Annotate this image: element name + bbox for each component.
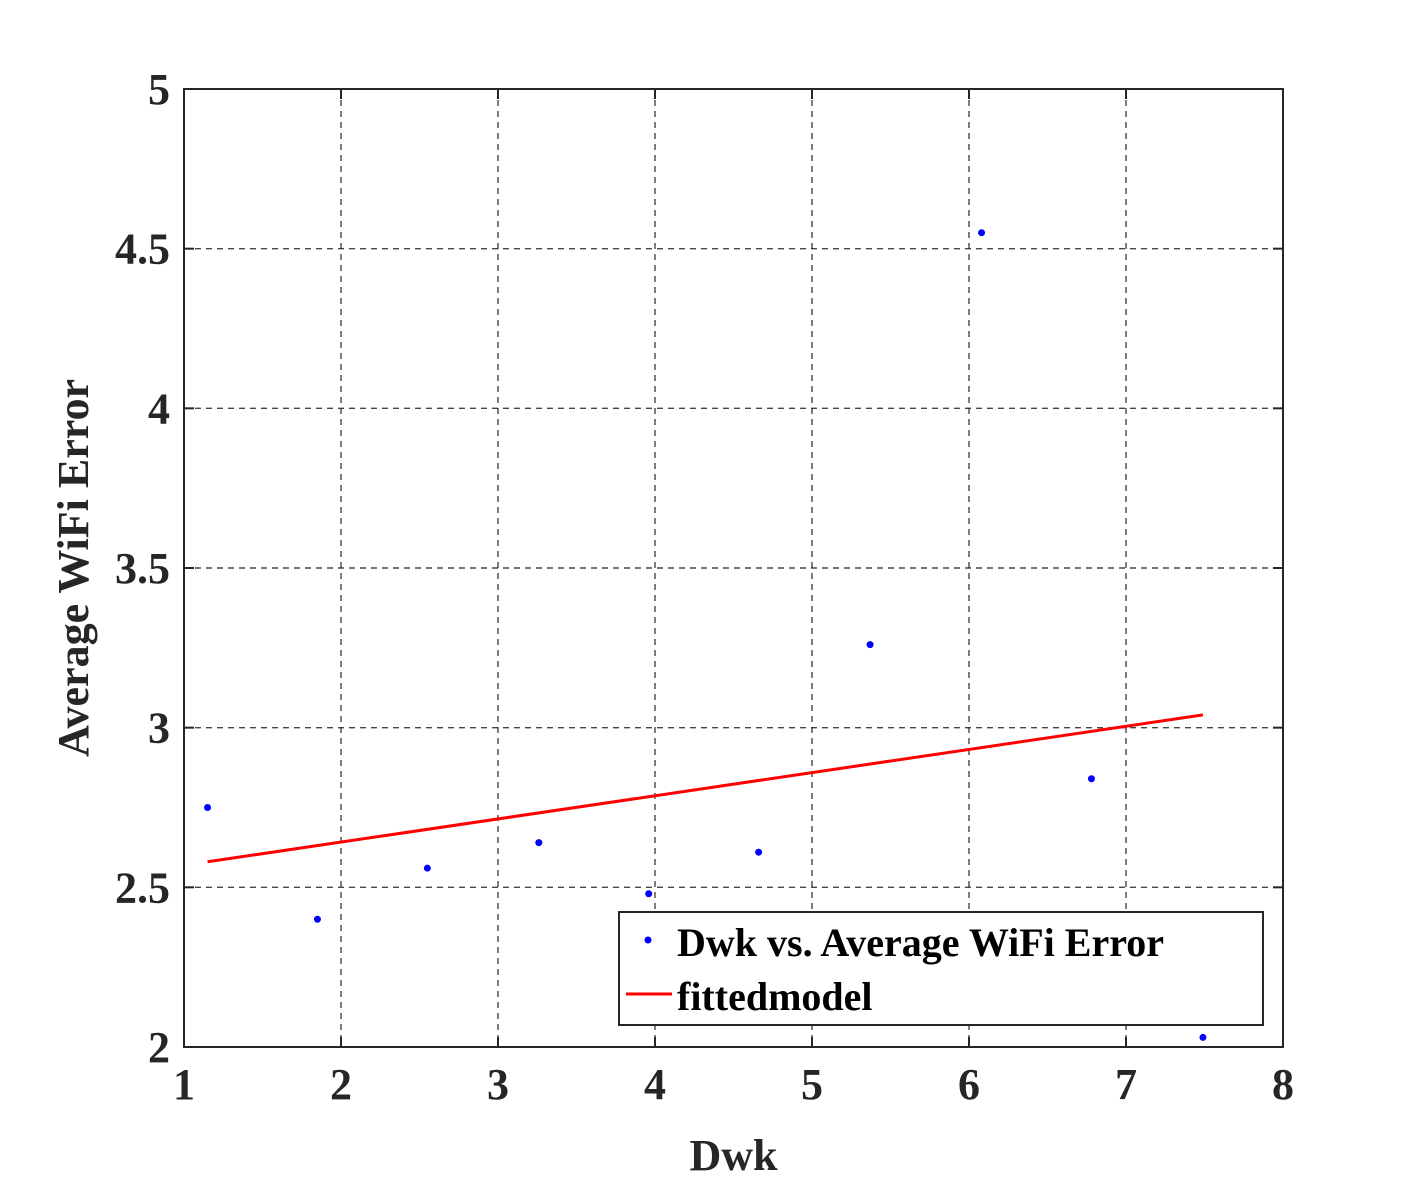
- data-point: [866, 641, 874, 649]
- x-tick-label: 7: [1115, 1060, 1137, 1109]
- data-point: [204, 804, 212, 811]
- y-tick-label: 5: [148, 65, 170, 114]
- data-point: [978, 229, 986, 237]
- y-axis-ticks: 2 2.5 3 3.5 4 4.5 5: [115, 65, 1283, 1072]
- x-tick-label: 6: [958, 1060, 980, 1109]
- data-point: [1087, 775, 1095, 783]
- scatter-points: [204, 229, 1207, 1041]
- data-point: [535, 839, 543, 847]
- x-tick-label: 2: [330, 1060, 352, 1109]
- legend-marker-points: [644, 936, 652, 944]
- y-tick-label: 3: [148, 704, 170, 753]
- legend-label-points: Dwk vs. Average WiFi Error: [677, 920, 1164, 965]
- x-axis-label: Dwk: [689, 1131, 778, 1180]
- legend: Dwk vs. Average WiFi Error fittedmodel: [618, 911, 1264, 1026]
- y-tick-label: 4.5: [115, 225, 170, 274]
- x-tick-label: 5: [801, 1060, 823, 1109]
- y-axis-label: Average WiFi Error: [49, 379, 98, 757]
- x-tick-label: 8: [1272, 1060, 1294, 1109]
- data-point: [1199, 1033, 1207, 1041]
- legend-label-fit: fittedmodel: [677, 974, 873, 1019]
- x-tick-label: 1: [173, 1060, 195, 1109]
- fit-line-layer: [207, 713, 1204, 864]
- grid: [184, 89, 1283, 1047]
- x-tick-label: 3: [487, 1060, 509, 1109]
- plot-frame: [183, 88, 1284, 1048]
- x-axis-ticks: 1 2 3 4 5 6 7 8: [173, 89, 1294, 1109]
- fitted-line: [207, 713, 1204, 864]
- x-tick-label: 4: [644, 1060, 666, 1109]
- data-point: [313, 915, 321, 923]
- data-point: [645, 890, 653, 898]
- data-point: [755, 848, 763, 856]
- y-tick-label: 2: [148, 1023, 170, 1072]
- legend-box: [618, 911, 1264, 1026]
- y-tick-label: 4: [148, 384, 170, 433]
- data-point: [423, 864, 431, 872]
- y-tick-label: 2.5: [115, 863, 170, 912]
- y-tick-label: 3.5: [115, 544, 170, 593]
